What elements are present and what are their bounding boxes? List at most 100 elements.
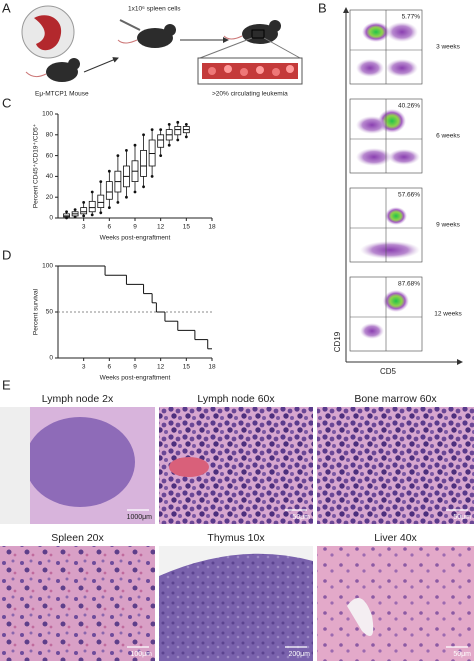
max-point bbox=[176, 120, 180, 124]
max-point bbox=[167, 123, 171, 126]
image-title: Lymph node 60x bbox=[197, 393, 275, 405]
max-point bbox=[125, 149, 128, 152]
x-tick-label: 6 bbox=[108, 364, 112, 371]
box bbox=[140, 149, 147, 177]
scale-bar-label: 50μm bbox=[453, 651, 471, 658]
y-tick-label: 20 bbox=[46, 194, 54, 201]
x-tick-label: 6 bbox=[108, 224, 112, 231]
box bbox=[97, 194, 105, 208]
x-tick-label: 9 bbox=[133, 364, 137, 371]
max-point bbox=[159, 128, 163, 132]
panel-label: C bbox=[2, 95, 11, 110]
max-point bbox=[99, 180, 103, 184]
y-tick-label: 0 bbox=[49, 215, 53, 222]
y-tick-label: 60 bbox=[46, 152, 54, 159]
cell-cluster bbox=[385, 207, 407, 225]
box bbox=[174, 126, 182, 136]
scale-bar-label: 100μm bbox=[130, 651, 152, 658]
min-point bbox=[125, 195, 128, 199]
min-point bbox=[65, 216, 68, 220]
x-tick-label: 12 bbox=[157, 224, 165, 231]
x-axis-label: Weeks post-engraftment bbox=[100, 375, 171, 382]
box bbox=[88, 200, 96, 213]
cell-cluster bbox=[386, 22, 418, 42]
cell-cluster bbox=[388, 149, 420, 165]
y-tick-label: 100 bbox=[42, 111, 53, 118]
y-tick-label: 50 bbox=[46, 309, 54, 316]
timepoint-label: 12 weeks bbox=[434, 311, 462, 318]
x-tick-label: 15 bbox=[183, 224, 191, 231]
micrograph bbox=[317, 546, 474, 661]
min-point bbox=[142, 185, 145, 189]
cell-cluster bbox=[383, 290, 409, 312]
box bbox=[105, 181, 113, 200]
cell-cluster bbox=[356, 148, 392, 166]
max-point bbox=[142, 133, 145, 137]
cell-cluster bbox=[360, 323, 384, 339]
timepoint-label: 3 weeks bbox=[436, 44, 461, 51]
quadrant-percent: 57.66% bbox=[398, 192, 420, 199]
injection-label: 1x10⁶ spleen cells bbox=[128, 6, 181, 13]
x-axis-label: CD5 bbox=[380, 367, 397, 376]
background bbox=[0, 407, 30, 524]
cell-cluster bbox=[386, 59, 418, 77]
y-tick-label: 0 bbox=[49, 355, 53, 362]
box bbox=[148, 139, 156, 167]
y-axis-label: CD19 bbox=[333, 331, 342, 352]
min-point bbox=[82, 214, 86, 218]
max-point bbox=[184, 123, 188, 126]
y-tick-label: 100 bbox=[42, 263, 53, 270]
box bbox=[80, 207, 88, 215]
vessel bbox=[347, 598, 374, 636]
image-title: Spleen 20x bbox=[51, 532, 104, 544]
timepoint-label: 9 weeks bbox=[436, 222, 461, 229]
min-point bbox=[133, 190, 137, 194]
x-tick-label: 9 bbox=[133, 224, 137, 231]
min-point bbox=[73, 215, 77, 219]
y-axis-label: Percent survival bbox=[33, 288, 40, 335]
image-title: Bone marrow 60x bbox=[354, 393, 437, 405]
x-tick-label: 3 bbox=[82, 224, 86, 231]
max-point bbox=[73, 208, 77, 212]
cell-cluster bbox=[360, 241, 420, 259]
max-point bbox=[65, 210, 68, 214]
image-title: Liver 40x bbox=[374, 532, 417, 544]
y-tick-label: 80 bbox=[46, 132, 54, 139]
image-title: Lymph node 2x bbox=[42, 393, 114, 405]
scale-bar-label: 1000μm bbox=[127, 514, 153, 521]
tissue-edge bbox=[159, 546, 313, 576]
tissue bbox=[25, 417, 135, 507]
image-title: Thymus 10x bbox=[207, 532, 265, 544]
x-tick-label: 18 bbox=[208, 364, 216, 371]
cell-cluster bbox=[356, 116, 388, 134]
panel-label: D bbox=[2, 247, 11, 262]
max-point bbox=[107, 169, 111, 173]
min-point bbox=[107, 206, 111, 210]
max-point bbox=[90, 190, 94, 194]
donor-label: Eμ-MTCP1 Mouse bbox=[35, 91, 89, 98]
x-tick-label: 15 bbox=[183, 364, 191, 371]
cell-cluster bbox=[362, 22, 390, 42]
quadrant-percent: 5.77% bbox=[402, 14, 421, 21]
min-point bbox=[99, 211, 103, 215]
min-point bbox=[159, 154, 163, 158]
vessel bbox=[169, 457, 209, 477]
max-point bbox=[82, 201, 86, 204]
quadrant-percent: 40.26% bbox=[398, 103, 420, 110]
scale-bar-label: 50μm bbox=[453, 514, 471, 521]
y-axis-label: Percent CD45⁺/CD19⁺/CD5⁺ bbox=[33, 123, 40, 208]
scale-bar-label: 50μm bbox=[292, 514, 310, 521]
box bbox=[157, 134, 165, 148]
micrograph bbox=[0, 546, 155, 661]
min-point bbox=[150, 175, 154, 178]
panel-label: A bbox=[2, 0, 11, 15]
panel-label: E bbox=[2, 377, 11, 392]
timepoint-label: 6 weeks bbox=[436, 133, 461, 140]
scale-bar-label: 200μm bbox=[288, 651, 310, 658]
result-label: >20% circulating leukemia bbox=[212, 91, 288, 98]
min-point bbox=[90, 213, 94, 217]
x-tick-label: 3 bbox=[82, 364, 86, 371]
min-point bbox=[176, 138, 180, 142]
schematic bbox=[21, 5, 303, 85]
